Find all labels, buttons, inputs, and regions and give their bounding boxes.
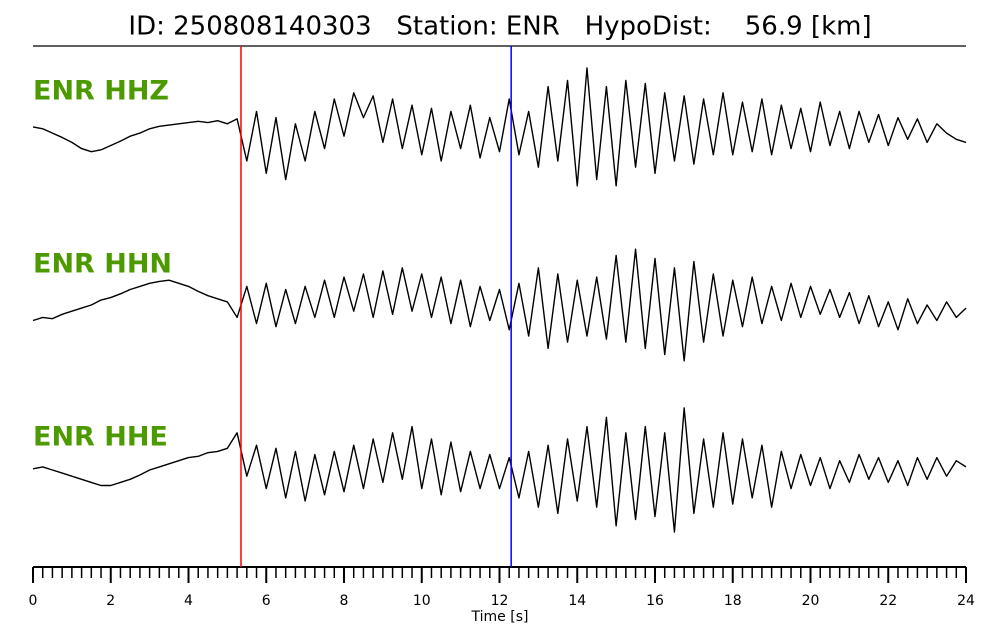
trace — [32, 248, 967, 362]
x-tick-label: 12 — [491, 593, 509, 609]
x-tick-label: 20 — [802, 593, 820, 609]
x-axis-label: Time [s] — [471, 609, 529, 625]
x-tick-label: 4 — [184, 593, 193, 609]
chart-title: ID: 250808140303 Station: ENR HypoDist: … — [128, 12, 871, 42]
x-tick-label: 18 — [724, 593, 742, 609]
x-tick-label: 2 — [106, 593, 115, 609]
trace-label: ENR HHN — [33, 249, 172, 280]
x-tick-label: 24 — [957, 593, 975, 609]
trace-label: ENR HHE — [33, 422, 168, 453]
trace-label: ENR HHZ — [33, 76, 169, 107]
x-tick-label: 14 — [568, 593, 586, 609]
trace — [32, 67, 967, 187]
x-tick-label: 10 — [413, 593, 431, 609]
x-tick-label: 16 — [646, 593, 664, 609]
x-tick-label: 8 — [340, 593, 349, 609]
x-tick-label: 22 — [879, 593, 897, 609]
x-tick-label: 0 — [29, 593, 38, 609]
trace — [32, 407, 967, 533]
x-tick-label: 6 — [262, 593, 271, 609]
